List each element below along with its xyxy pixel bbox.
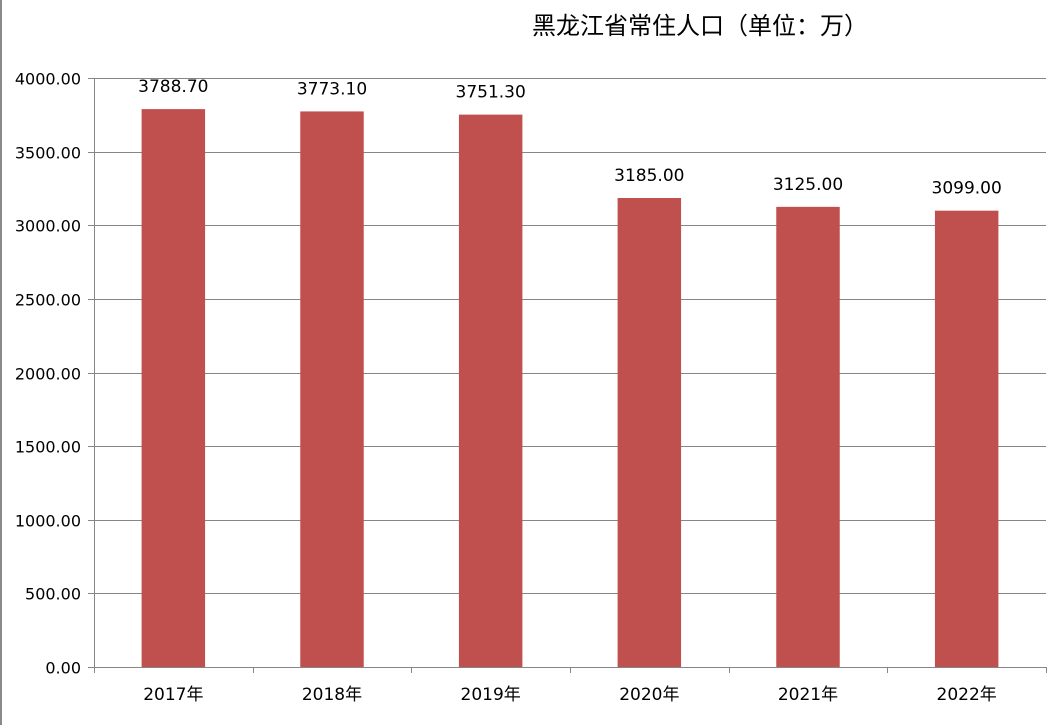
bars	[141, 109, 999, 668]
data-label: 3125.00	[773, 175, 843, 195]
y-tick-label: 3500.00	[15, 144, 81, 163]
x-tick-label: 2022年	[937, 685, 997, 705]
data-label: 3185.00	[614, 166, 684, 186]
x-tick-label: 2020年	[619, 685, 679, 705]
data-label: 3788.70	[138, 77, 208, 97]
bar	[934, 210, 999, 668]
chart-title: 黑龙江省常住人口（单位：万）	[532, 12, 868, 40]
axes: 0.00 500.00 1000.00 1500.00 2000.00 2500.00 30…	[15, 70, 1047, 678]
gridlines	[94, 78, 1046, 594]
y-tick-label: 500.00	[25, 585, 81, 604]
data-labels: 2017年 3788.70 2018年 3773.10 2019年 3751.30 2020…	[138, 77, 1002, 705]
y-tick-label: 1000.00	[15, 512, 81, 531]
bar	[617, 198, 682, 668]
data-label: 3773.10	[297, 79, 367, 99]
bar	[300, 111, 364, 668]
chart-frame-edge	[0, 0, 2, 725]
data-label: 3099.00	[932, 179, 1002, 199]
y-tick-label: 4000.00	[15, 70, 81, 89]
bar	[776, 206, 840, 667]
x-tick-label: 2019年	[461, 685, 521, 705]
bar	[141, 109, 206, 668]
data-label: 3751.30	[456, 83, 526, 103]
y-tick-label: 3000.00	[15, 217, 81, 236]
y-tick-label: 2000.00	[15, 365, 81, 384]
y-tick-label: 2500.00	[15, 291, 81, 310]
x-tick-label: 2021年	[778, 685, 838, 705]
y-tick-label: 0.00	[45, 659, 81, 678]
x-tick-label: 2017年	[143, 685, 203, 705]
x-tick-label: 2018年	[302, 685, 362, 705]
bar	[458, 114, 523, 667]
y-tick-label: 1500.00	[15, 438, 81, 457]
